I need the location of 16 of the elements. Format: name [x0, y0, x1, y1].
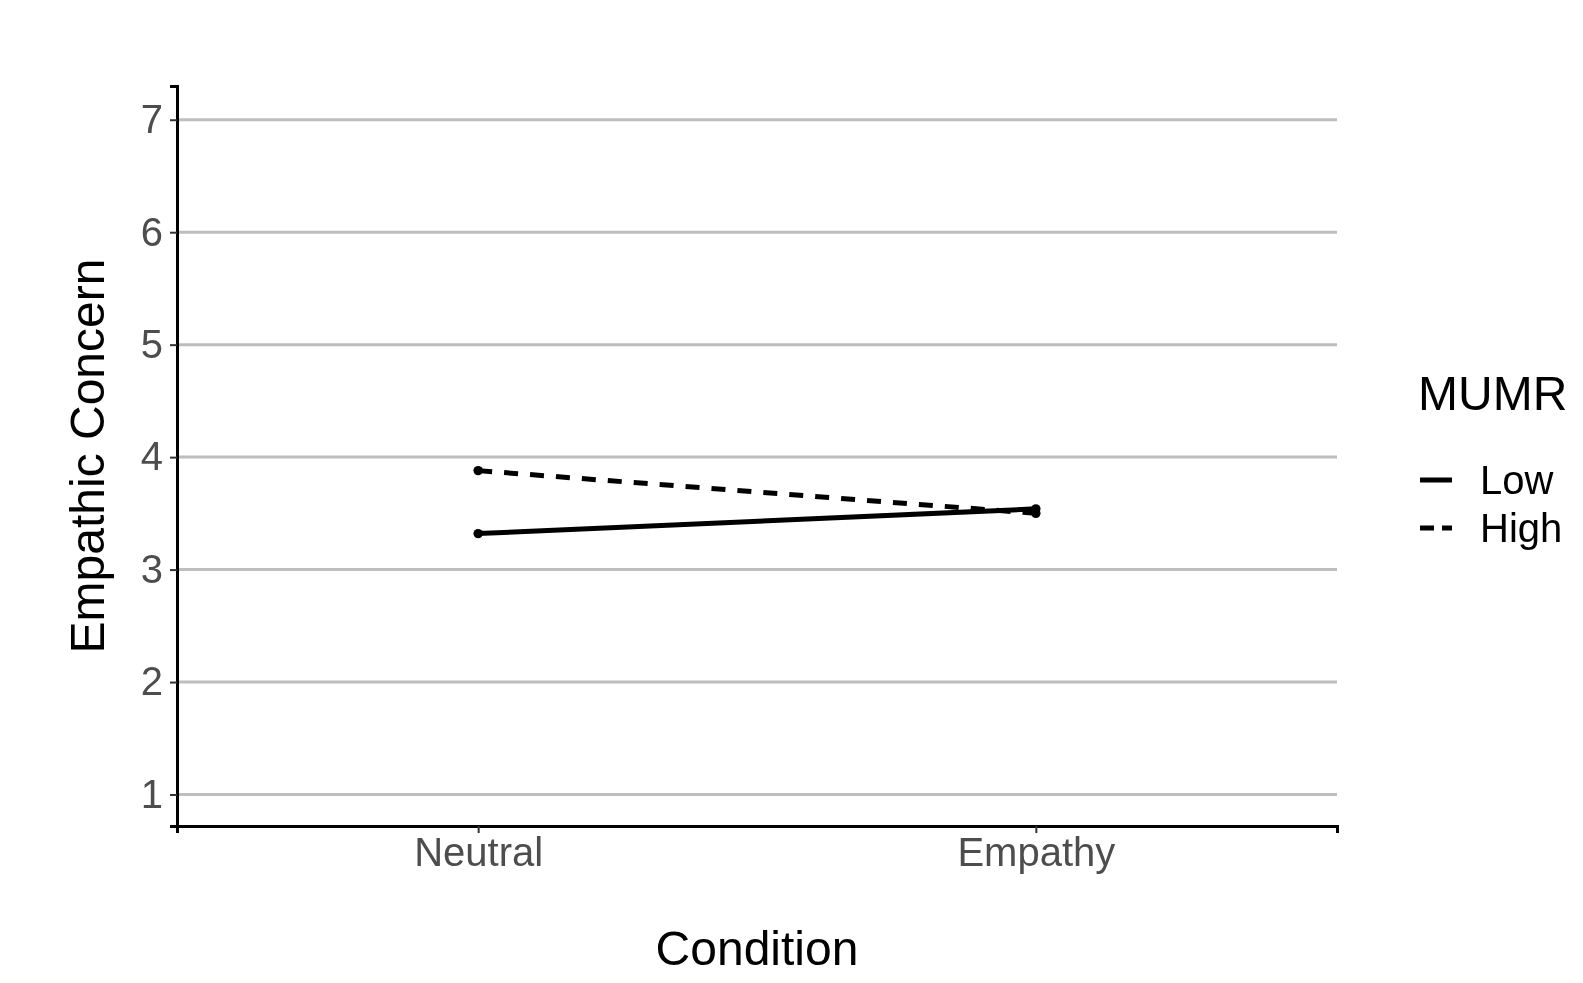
x-axis-title: Condition [655, 922, 859, 975]
y-tick-label: 1 [140, 771, 163, 816]
legend-label: Low [1480, 458, 1554, 502]
y-tick-label: 5 [140, 321, 163, 366]
y-tick-label: 3 [140, 546, 163, 591]
y-tick-label: 7 [140, 97, 163, 142]
y-tick-label: 4 [140, 434, 163, 479]
y-tick-label: 6 [140, 209, 163, 254]
legend-title: MUMR [1418, 367, 1568, 420]
y-tick-label: 2 [140, 659, 163, 704]
x-tick-label: Neutral [414, 830, 544, 874]
legend-label: High [1480, 506, 1563, 550]
y-axis-title: Empathic Concern [61, 258, 114, 654]
point [473, 528, 483, 539]
point [473, 465, 483, 476]
x-tick-label: Empathy [957, 830, 1116, 874]
